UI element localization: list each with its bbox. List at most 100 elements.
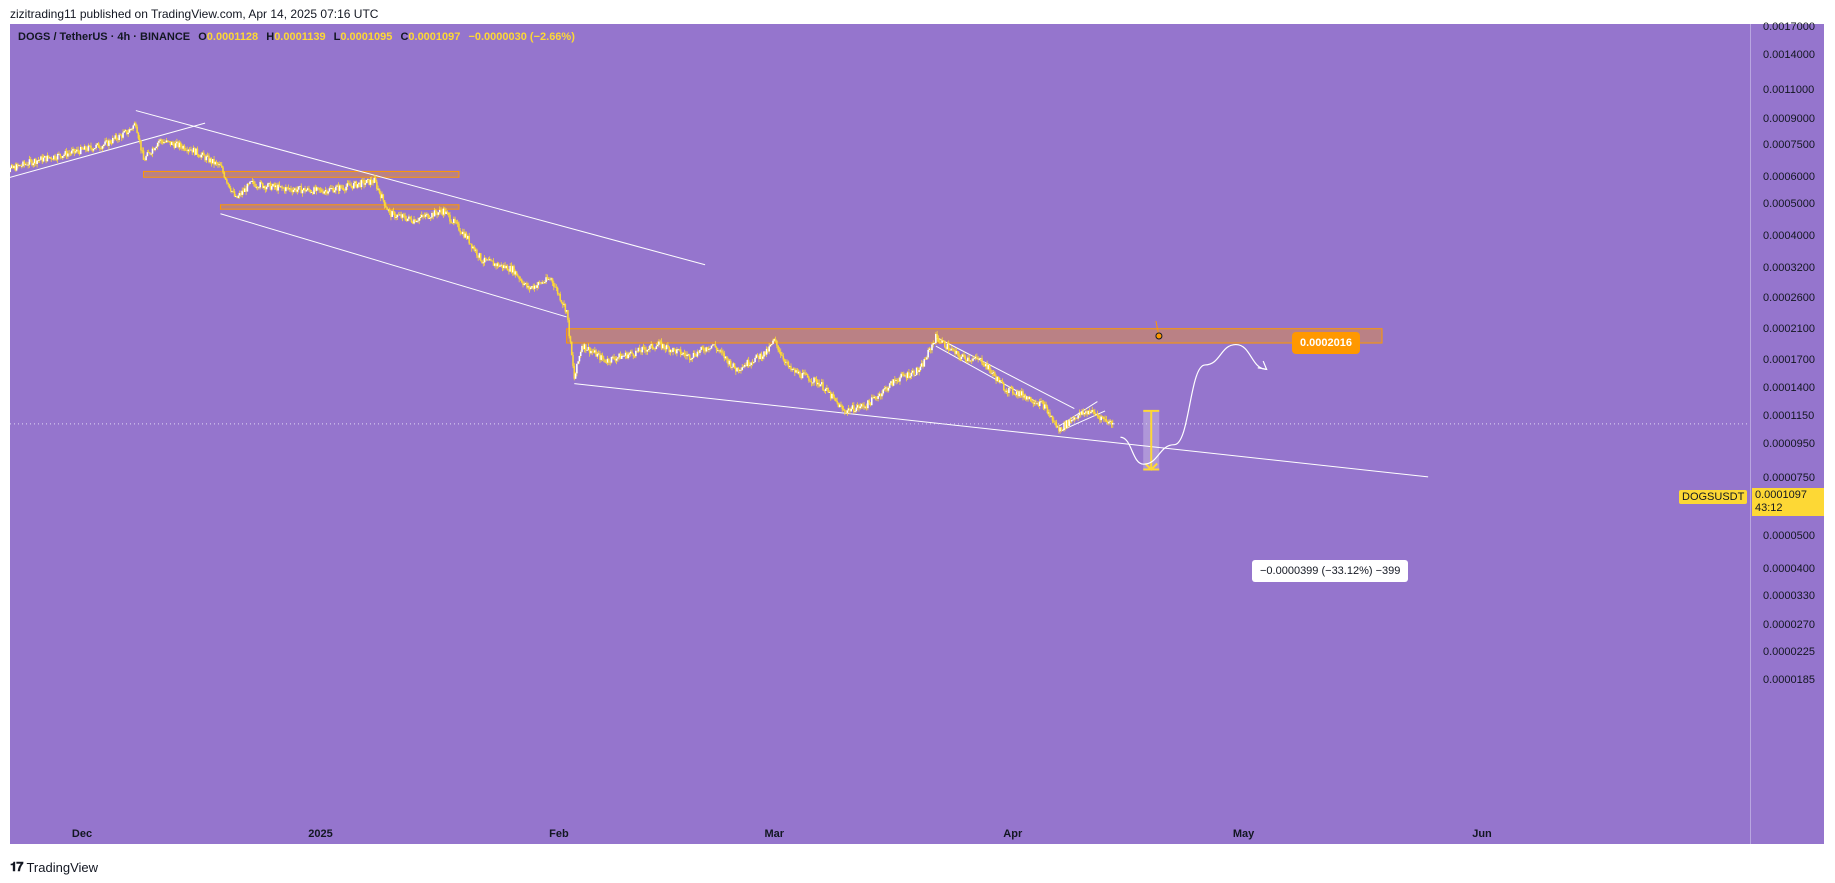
price-chart[interactable] (10, 24, 1750, 824)
candle-body (235, 196, 237, 197)
candle-body (115, 135, 118, 140)
candle-body (165, 140, 168, 143)
candle-body (431, 212, 433, 218)
candle-body (474, 249, 477, 251)
candle-body (309, 189, 312, 193)
candle-body (1044, 404, 1046, 409)
candle-body (460, 232, 463, 234)
candle-body (765, 348, 768, 355)
legend-symbol[interactable]: DOGS / TetherUS · 4h · BINANCE (18, 31, 191, 43)
candle-body (378, 188, 381, 193)
chart-area[interactable]: DOGS / TetherUS · 4h · BINANCE O0.000112… (10, 21, 1825, 844)
candle-body (13, 165, 15, 169)
candle-body (578, 355, 581, 362)
candle-body (665, 345, 668, 350)
candle-body (331, 188, 333, 189)
candle-body (413, 219, 415, 224)
candle-body (178, 142, 181, 148)
candle-body (750, 362, 753, 365)
candle-body (914, 374, 917, 376)
candle-body (763, 351, 765, 357)
legend-close-label: C (400, 31, 409, 43)
time-axis[interactable]: Dec 2025 Feb Mar Apr May Jun (10, 824, 1750, 844)
candle-body (400, 214, 403, 218)
tradingview-logo-icon: 𝟏𝟕 (10, 859, 24, 874)
candle-body (563, 303, 565, 305)
candle-body (350, 185, 353, 187)
candle-body (988, 365, 991, 370)
candle-body (314, 187, 317, 191)
candle-body (1079, 412, 1082, 415)
candle-body (682, 352, 685, 355)
candle-body (697, 351, 700, 353)
candle-body (163, 142, 165, 144)
candle-body (1086, 411, 1088, 415)
candle-body (924, 359, 927, 360)
candle-body (592, 351, 595, 353)
candle-body (258, 187, 260, 189)
candle-body (432, 212, 435, 217)
candle-body (613, 356, 615, 359)
candle-body (363, 180, 365, 185)
tradingview-brand[interactable]: 𝟏𝟕 TradingView (10, 859, 98, 875)
candle-body (1042, 402, 1045, 409)
candle-body (1100, 416, 1103, 421)
candle-body (629, 351, 632, 354)
candle-body (759, 353, 762, 360)
candle-body (137, 132, 140, 139)
candle-body (315, 187, 318, 191)
price-axis[interactable]: 0.0017000 0.0014000 0.0011000 0.0009000 0.00… (1750, 21, 1825, 844)
candle-body (306, 188, 309, 191)
candle-body (511, 266, 514, 273)
candle-body (567, 310, 569, 320)
candle-body (259, 181, 262, 188)
candle-body (324, 190, 327, 192)
candle-body (265, 186, 268, 190)
candle-body (1032, 402, 1035, 404)
candle-body (119, 134, 122, 136)
plot-area[interactable]: DOGS / TetherUS · 4h · BINANCE O0.000112… (10, 24, 1750, 844)
candle-body (461, 231, 464, 234)
candle-body (31, 160, 33, 166)
target-price-callout[interactable]: 0.0002016 (1292, 332, 1360, 354)
candle-body (224, 177, 227, 180)
price-tick-label: 0.0000185 (1763, 674, 1815, 686)
candle-body (726, 356, 728, 360)
candle-body (192, 147, 195, 153)
candle-body (497, 263, 500, 267)
candle-body (268, 182, 270, 184)
candle-body (602, 358, 605, 360)
candle-body (877, 395, 879, 399)
candle-body (1011, 387, 1014, 394)
candle-body (292, 189, 295, 193)
candle-body (38, 159, 41, 161)
candle-body (908, 372, 910, 378)
candle-body (1082, 411, 1085, 415)
candle-body (887, 387, 890, 391)
candle-body (761, 356, 764, 359)
candle-body (67, 153, 69, 157)
candle-body (926, 357, 928, 360)
candle-body (252, 181, 255, 184)
candle-body (622, 355, 624, 357)
candle-body (278, 184, 281, 187)
price-tick-label: 0.0004000 (1763, 230, 1815, 242)
candle-body (295, 188, 297, 192)
candle-body (145, 156, 147, 161)
candle-body (260, 181, 263, 184)
candle-body (897, 381, 900, 382)
candle-body (755, 354, 758, 358)
candle-body (142, 150, 145, 160)
candle-body (529, 287, 532, 289)
candle-body (547, 278, 550, 280)
candle-body (923, 359, 926, 367)
candle-body (995, 376, 997, 381)
candle-body (778, 350, 781, 352)
candle-body (11, 165, 14, 169)
candle-body (465, 233, 468, 239)
candle-body (415, 221, 418, 223)
measure-callout[interactable]: −0.0000399 (−33.12%) −399 (1252, 560, 1409, 582)
candle-body (896, 380, 899, 382)
price-tick-label: 0.0000500 (1763, 530, 1815, 543)
candle-body (935, 333, 937, 344)
